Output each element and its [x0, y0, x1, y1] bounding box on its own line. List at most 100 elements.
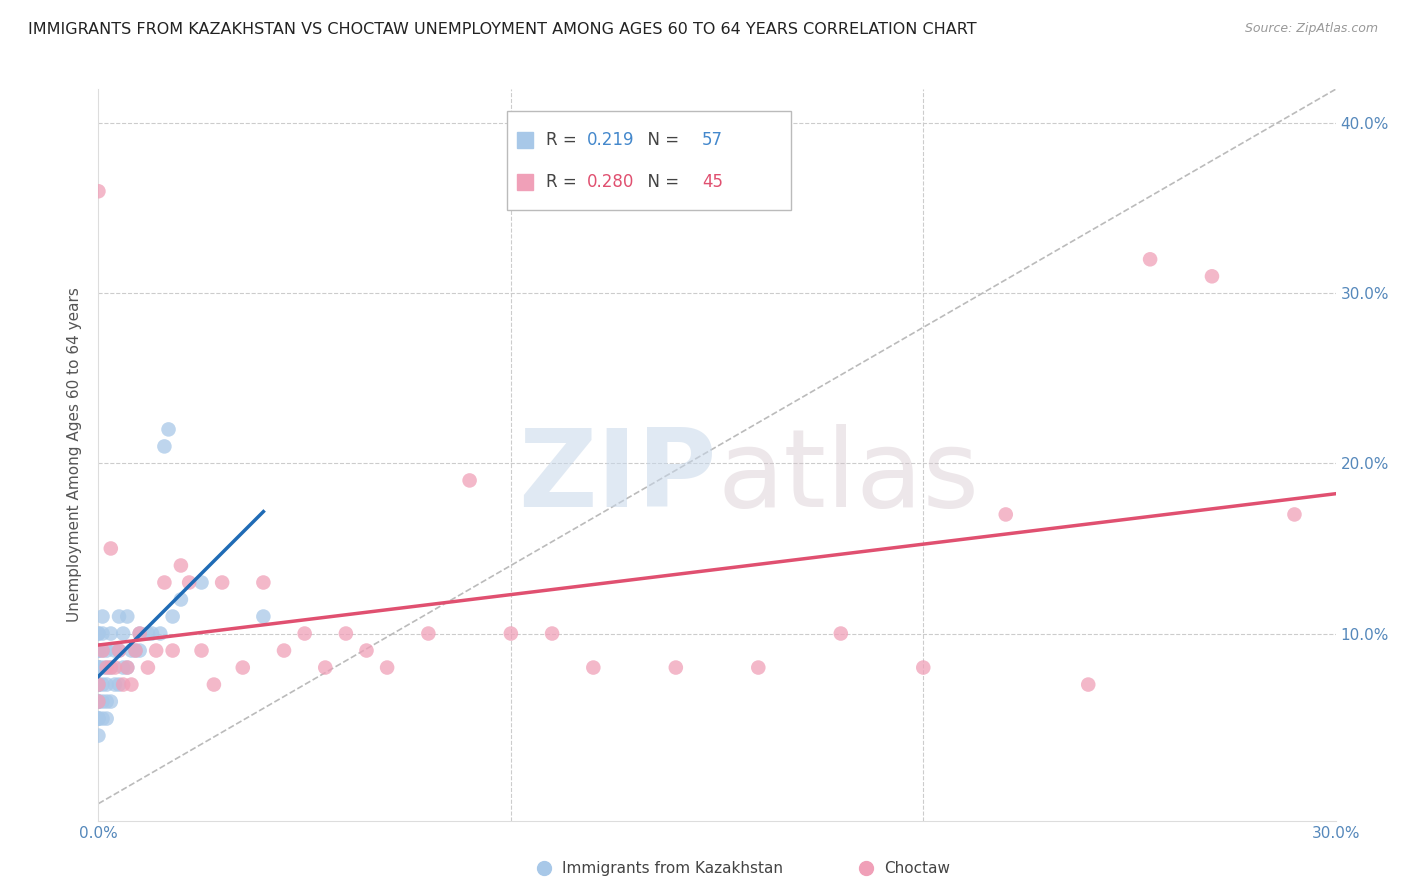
Point: [117, 609, 139, 624]
Point: [314, 660, 336, 674]
Point: [294, 626, 316, 640]
Text: R =: R =: [547, 173, 582, 191]
Point: [136, 660, 159, 674]
Point: [458, 474, 481, 488]
Point: [124, 643, 146, 657]
Point: [830, 626, 852, 640]
Text: atlas: atlas: [717, 424, 979, 530]
Point: [100, 660, 122, 674]
Point: [87, 660, 110, 674]
Point: [112, 626, 135, 640]
Point: [124, 643, 146, 657]
Point: [104, 660, 127, 674]
Point: [91, 660, 114, 674]
Text: N =: N =: [637, 173, 683, 191]
Point: [157, 422, 180, 436]
Point: [87, 677, 110, 691]
Point: [87, 712, 110, 726]
Point: [190, 643, 212, 657]
Point: [100, 541, 122, 556]
Point: [153, 575, 176, 590]
Text: 45: 45: [702, 173, 723, 191]
Point: [87, 677, 110, 691]
Point: [179, 575, 201, 590]
Point: [499, 626, 522, 640]
Point: [87, 643, 110, 657]
Point: [128, 626, 150, 640]
Point: [100, 695, 122, 709]
Point: [273, 643, 295, 657]
Point: [104, 643, 127, 657]
Point: [356, 643, 378, 657]
Text: R =: R =: [547, 131, 582, 149]
Text: Immigrants from Kazakhstan: Immigrants from Kazakhstan: [562, 861, 783, 876]
Point: [1139, 252, 1161, 267]
Point: [91, 643, 114, 657]
Point: [120, 643, 142, 657]
Text: 0.219: 0.219: [588, 131, 634, 149]
Point: [141, 626, 163, 640]
Text: IMMIGRANTS FROM KAZAKHSTAN VS CHOCTAW UNEMPLOYMENT AMONG AGES 60 TO 64 YEARS COR: IMMIGRANTS FROM KAZAKHSTAN VS CHOCTAW UN…: [28, 22, 977, 37]
Text: 57: 57: [702, 131, 723, 149]
Point: [108, 643, 131, 657]
Point: [232, 660, 254, 674]
Point: [87, 712, 110, 726]
Point: [335, 626, 357, 640]
Point: [87, 712, 110, 726]
Point: [1201, 269, 1223, 284]
Point: [117, 660, 139, 674]
Point: [100, 626, 122, 640]
Point: [136, 626, 159, 640]
Point: [112, 660, 135, 674]
Point: [87, 677, 110, 691]
Point: [96, 643, 118, 657]
Point: [190, 575, 212, 590]
Point: [170, 558, 193, 573]
Point: [87, 643, 110, 657]
Text: N =: N =: [637, 131, 683, 149]
Point: [91, 609, 114, 624]
Point: [91, 712, 114, 726]
Point: [418, 626, 440, 640]
Point: [912, 660, 935, 674]
Point: [747, 660, 769, 674]
Point: [87, 643, 110, 657]
Point: [104, 677, 127, 691]
Point: [112, 677, 135, 691]
Point: [87, 626, 110, 640]
Point: [170, 592, 193, 607]
Point: [108, 609, 131, 624]
Point: [128, 626, 150, 640]
Y-axis label: Unemployment Among Ages 60 to 64 years: Unemployment Among Ages 60 to 64 years: [67, 287, 83, 623]
Point: [252, 575, 274, 590]
Point: [128, 643, 150, 657]
Point: [96, 660, 118, 674]
Point: [87, 729, 110, 743]
Point: [91, 626, 114, 640]
Point: [91, 695, 114, 709]
Text: ZIP: ZIP: [519, 424, 717, 530]
Point: [87, 695, 110, 709]
Point: [96, 677, 118, 691]
Point: [91, 677, 114, 691]
Point: [87, 695, 110, 709]
Point: [87, 660, 110, 674]
Point: [541, 626, 564, 640]
Point: [100, 660, 122, 674]
Text: Source: ZipAtlas.com: Source: ZipAtlas.com: [1244, 22, 1378, 36]
Point: [117, 660, 139, 674]
Point: [665, 660, 688, 674]
Point: [1284, 508, 1306, 522]
Point: [252, 609, 274, 624]
Point: [96, 660, 118, 674]
Point: [375, 660, 398, 674]
Text: Choctaw: Choctaw: [884, 861, 950, 876]
Point: [87, 695, 110, 709]
Point: [145, 643, 167, 657]
Point: [149, 626, 172, 640]
Point: [108, 677, 131, 691]
Point: [162, 609, 184, 624]
Point: [87, 660, 110, 674]
Point: [120, 677, 142, 691]
Point: [96, 695, 118, 709]
